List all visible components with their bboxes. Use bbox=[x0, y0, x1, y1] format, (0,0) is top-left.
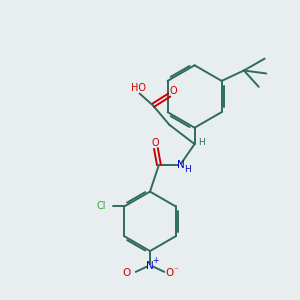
Text: O: O bbox=[122, 268, 130, 278]
Text: O: O bbox=[166, 268, 174, 278]
Text: H: H bbox=[198, 138, 205, 147]
Text: +: + bbox=[152, 256, 158, 265]
Text: Cl: Cl bbox=[97, 201, 106, 211]
Text: O: O bbox=[152, 138, 159, 148]
Text: HO: HO bbox=[130, 83, 146, 93]
Text: O: O bbox=[170, 86, 178, 96]
Text: N: N bbox=[177, 160, 185, 170]
Text: ⁻: ⁻ bbox=[174, 266, 178, 275]
Text: H: H bbox=[184, 165, 191, 174]
Text: N: N bbox=[146, 261, 154, 271]
